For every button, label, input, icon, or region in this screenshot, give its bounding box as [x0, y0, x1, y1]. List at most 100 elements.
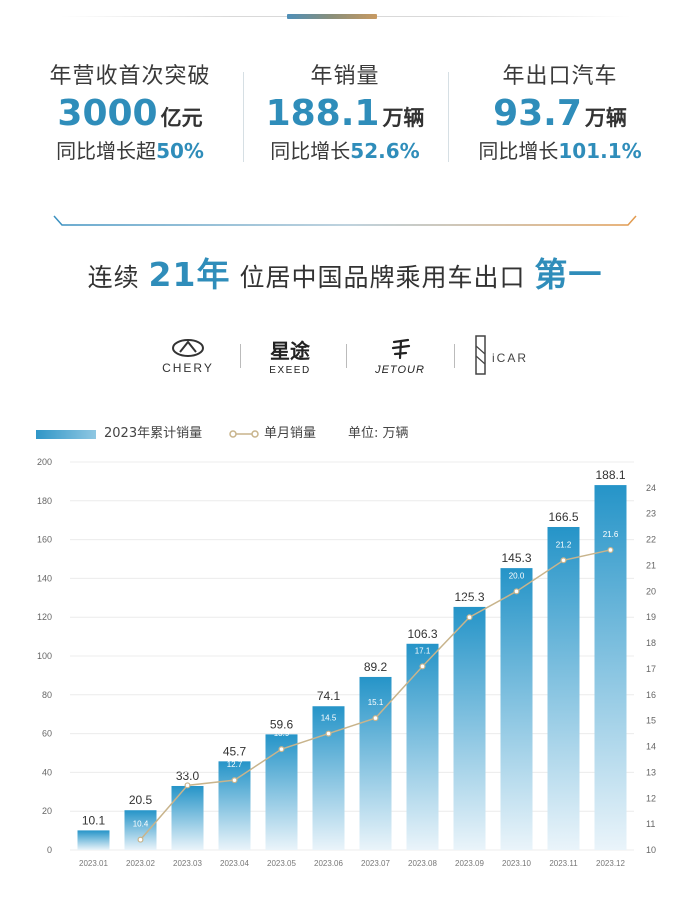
x-tick-label: 2023.03	[173, 859, 202, 868]
legend-label: 2023年累计销量	[104, 426, 203, 441]
exeed-cn-wordmark: 星途	[270, 339, 311, 363]
icar-logo: iCAR	[475, 335, 528, 375]
stat-value: 188.1	[265, 93, 380, 134]
bar	[265, 734, 298, 850]
x-tick-label: 2023.04	[220, 859, 249, 868]
y-right-tick-label: 21	[646, 560, 656, 570]
line-value-label: 17.1	[415, 646, 431, 655]
y-right-tick-label: 23	[646, 509, 656, 519]
stat-growth-pct: 50%	[156, 139, 204, 163]
y-right-tick-label: 18	[646, 638, 656, 648]
bar	[453, 606, 486, 850]
line-value-label: 21.2	[556, 540, 572, 549]
brand-logos: CHERY 星途 EXEED JETOUR iCAR	[150, 330, 550, 380]
line-value-label: 21.6	[603, 530, 619, 539]
line-point	[513, 588, 520, 595]
bar-value-label: 59.6	[270, 717, 294, 731]
x-tick-label: 2023.06	[314, 859, 343, 868]
y-right-tick-label: 11	[646, 819, 655, 829]
headline-middle: 位居中国品牌乘用车出口	[239, 263, 526, 292]
headline: 连续 21年 位居中国品牌乘用车出口 第一	[0, 250, 690, 303]
top-accent-bar	[287, 14, 377, 19]
y-left-tick-label: 40	[42, 767, 52, 777]
stats-bracket	[53, 215, 637, 226]
bar-value-label: 188.1	[595, 468, 625, 482]
stat-divider	[243, 72, 244, 162]
bar	[547, 526, 580, 850]
bar	[594, 485, 627, 850]
line-point	[372, 715, 379, 722]
y-left-tick-label: 180	[37, 496, 52, 506]
line-point	[560, 557, 567, 564]
y-left-tick-label: 80	[42, 690, 52, 700]
stat-growth-pct: 52.6%	[350, 139, 420, 163]
bar-value-label: 166.5	[548, 510, 578, 524]
x-tick-label: 2023.09	[455, 859, 484, 868]
bar	[312, 706, 345, 850]
stat-value: 93.7	[493, 93, 582, 134]
line-point	[466, 614, 473, 621]
line-point	[184, 782, 191, 789]
headline-rank: 第一	[534, 255, 603, 294]
line-value-label: 20.0	[509, 571, 525, 580]
x-tick-label: 2023.01	[79, 859, 108, 868]
y-right-tick-label: 16	[646, 690, 656, 700]
stat-growth-text: 同比增长	[478, 139, 559, 163]
line-value-label: 12.5	[180, 765, 196, 774]
legend-bar-swatch	[36, 430, 96, 439]
x-tick-label: 2023.12	[596, 859, 625, 868]
bar-value-label: 125.3	[454, 590, 484, 604]
bar-value-label: 106.3	[407, 627, 437, 641]
bar	[500, 568, 533, 850]
logo-divider	[240, 344, 241, 368]
y-left-tick-label: 20	[42, 806, 52, 816]
bar-value-label: 20.5	[129, 793, 153, 807]
headline-prefix: 连续	[87, 263, 140, 292]
bar	[171, 785, 204, 850]
y-right-tick-label: 12	[646, 793, 656, 803]
stat-revenue: 年营收首次突破 3000 亿元 同比增长超50%	[30, 62, 230, 166]
y-left-tick-label: 160	[37, 535, 52, 545]
y-right-tick-label: 19	[646, 612, 656, 622]
exeed-logo: 星途 EXEED	[269, 339, 311, 376]
stat-growth-pct: 101.1%	[558, 139, 642, 163]
legend-line-swatch	[229, 430, 259, 438]
bar-value-label: 145.3	[501, 551, 531, 565]
y-right-tick-label: 13	[646, 767, 656, 777]
bar-value-label: 74.1	[317, 689, 341, 703]
bar	[406, 643, 439, 850]
unit-label: 单位: 万辆	[348, 426, 409, 441]
y-left-tick-label: 200	[37, 457, 52, 467]
icar-wordmark: iCAR	[492, 351, 528, 365]
y-left-tick-label: 0	[47, 845, 52, 855]
x-tick-label: 2023.05	[267, 859, 296, 868]
stat-value: 3000	[57, 93, 158, 134]
x-tick-label: 2023.02	[126, 859, 155, 868]
stat-sales: 年销量 188.1 万辆 同比增长52.6%	[245, 62, 445, 166]
x-tick-label: 2023.10	[502, 859, 531, 868]
y-right-tick-label: 14	[646, 742, 656, 752]
stat-unit: 万辆	[584, 106, 627, 130]
y-right-tick-label: 20	[646, 586, 656, 596]
stats-panel: 年营收首次突破 3000 亿元 同比增长超50% 年销量 188.1 万辆 同比增长…	[30, 62, 660, 172]
bar	[218, 761, 251, 850]
y-right-tick-label: 15	[646, 716, 656, 726]
line-point	[607, 546, 614, 553]
line-value-label: 14.5	[321, 714, 337, 723]
sales-chart: 0 20 40 60 80 100 120 140 160 180 200 10 11 12 13 14 15 1…	[37, 457, 656, 868]
stat-growth-text: 同比增长超	[56, 139, 157, 163]
logo-divider	[454, 344, 455, 368]
stat-unit: 万辆	[382, 106, 425, 130]
line-point	[325, 730, 332, 737]
exeed-wordmark: EXEED	[269, 365, 310, 376]
logo-divider	[346, 344, 347, 368]
stat-exports: 年出口汽车 93.7 万辆 同比增长101.1%	[460, 62, 660, 166]
y-left-tick-label: 100	[37, 651, 52, 661]
chery-logo: CHERY	[162, 339, 212, 375]
y-left-tick-label: 120	[37, 612, 52, 622]
y-right-tick-label: 24	[646, 483, 656, 493]
y-right-tick-label: 17	[646, 664, 656, 674]
bar-value-label: 10.1	[82, 813, 106, 827]
line-value-label: 13.9	[274, 729, 290, 738]
bar-value-label: 33.0	[176, 769, 200, 783]
